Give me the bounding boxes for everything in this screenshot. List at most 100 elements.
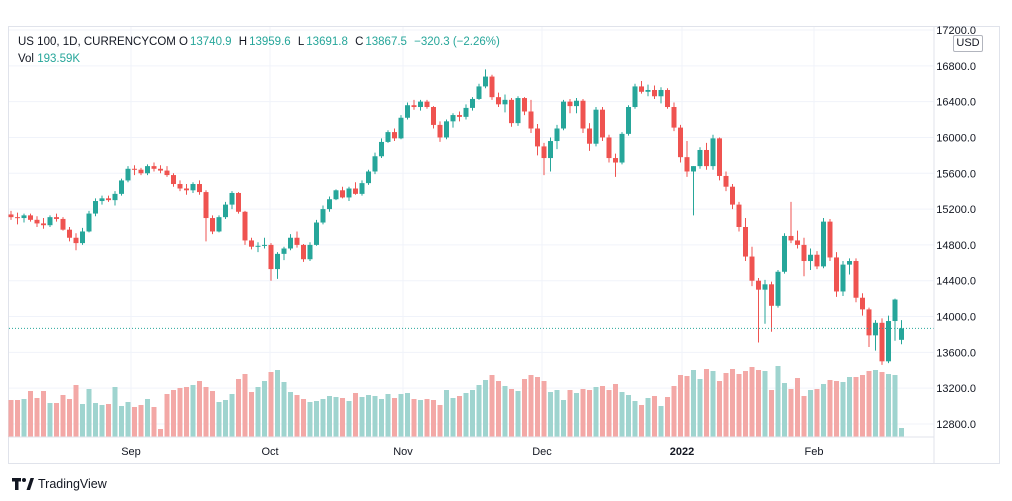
candle-body xyxy=(502,99,508,105)
tradingview-logo[interactable]: TradingView xyxy=(12,476,107,492)
volume-bar xyxy=(489,375,495,437)
candle xyxy=(93,198,98,217)
candle xyxy=(184,184,189,195)
y-tick-label: 15200.0 xyxy=(936,204,976,216)
candle xyxy=(613,153,618,177)
volume-bar xyxy=(619,392,625,437)
volume-bar xyxy=(652,396,657,437)
volume-bar xyxy=(756,370,761,437)
volume-bar xyxy=(632,401,638,437)
candle xyxy=(866,307,872,347)
volume-bar xyxy=(808,390,813,437)
candle-body xyxy=(834,257,839,292)
candle xyxy=(353,182,358,195)
volume-bar xyxy=(710,371,716,437)
volume-bar xyxy=(574,393,579,437)
candle-body xyxy=(294,237,300,245)
candle-body xyxy=(574,100,579,107)
volume-bar xyxy=(132,407,137,437)
volume-bar xyxy=(366,395,371,437)
volume-bars xyxy=(8,366,904,437)
volume-bar xyxy=(145,399,150,437)
volume-bar xyxy=(307,402,313,437)
candle-body xyxy=(340,190,345,198)
candle-body xyxy=(743,227,748,257)
candle xyxy=(197,180,202,195)
candle xyxy=(717,137,722,181)
x-tick-label: 2022 xyxy=(670,446,694,458)
ohlc-legend: US 100, 1D, CURRENCYCOM O 13740.9 H 13959.… xyxy=(18,36,500,48)
vol-label: Vol xyxy=(18,53,34,65)
candle-body xyxy=(710,138,716,167)
candle-body xyxy=(320,209,326,223)
candle xyxy=(379,138,384,159)
candle xyxy=(580,98,586,133)
volume-bar xyxy=(684,376,690,437)
candle xyxy=(288,234,293,251)
volume-bar xyxy=(639,405,644,437)
candle xyxy=(840,261,846,296)
candle-body xyxy=(658,89,664,97)
volume-bar xyxy=(892,375,898,437)
candle-body xyxy=(158,168,163,171)
candle xyxy=(431,106,436,129)
candle xyxy=(125,166,131,183)
volume-bar xyxy=(528,375,534,437)
candle-body xyxy=(840,264,846,292)
volume-bar xyxy=(749,367,755,437)
candle xyxy=(67,227,72,242)
candle-body xyxy=(717,138,722,176)
currency-button[interactable]: USD xyxy=(953,35,983,52)
candle-body xyxy=(587,128,592,144)
candle-body xyxy=(255,245,261,247)
volume-bar xyxy=(86,389,92,437)
candle xyxy=(548,137,553,172)
y-tick-label: 13200.0 xyxy=(936,383,976,395)
candle xyxy=(606,134,612,163)
volume-bar xyxy=(613,384,618,437)
volume-bar xyxy=(483,380,488,437)
candle xyxy=(138,167,144,176)
volume-bar xyxy=(125,402,131,437)
volume-bar xyxy=(151,407,157,437)
volume-bar xyxy=(67,399,72,437)
volume-bar xyxy=(418,400,423,437)
candle-body xyxy=(567,101,573,107)
candle xyxy=(535,124,540,156)
volume-bar xyxy=(834,381,839,437)
volume-bar xyxy=(899,428,904,437)
candle xyxy=(158,165,163,174)
volume-bar xyxy=(398,394,404,437)
candle-body xyxy=(281,248,287,254)
candle xyxy=(879,318,885,365)
candle xyxy=(437,121,443,142)
volume-bar xyxy=(327,396,332,437)
candle-body xyxy=(28,215,33,220)
candle-body xyxy=(457,115,462,117)
y-tick-label: 13600.0 xyxy=(936,347,976,359)
candle xyxy=(782,233,787,274)
volume-bar xyxy=(197,381,202,437)
candle xyxy=(54,213,59,222)
candle-body xyxy=(54,217,59,219)
candle xyxy=(795,230,800,249)
y-tick-label: 15600.0 xyxy=(936,168,976,180)
candle xyxy=(145,164,150,176)
candle xyxy=(697,147,703,169)
volume-bar xyxy=(827,380,833,437)
candle-body xyxy=(496,97,501,105)
candle-body xyxy=(652,89,657,97)
candle xyxy=(626,105,631,136)
volume-bar xyxy=(34,398,40,437)
candle-body xyxy=(268,244,274,270)
volume-bar xyxy=(860,375,865,437)
volume-bar xyxy=(717,381,722,437)
candle xyxy=(684,141,690,177)
candle-body xyxy=(366,171,371,184)
y-tick-label: 14400.0 xyxy=(936,276,976,288)
candle-body xyxy=(125,168,131,181)
volume-bar xyxy=(288,392,293,437)
candle-body xyxy=(450,115,456,122)
candle xyxy=(639,81,644,94)
price-chart[interactable]: 17200.0 16800.0 16400.0 16000.0 15600.0 15200… xyxy=(0,0,1012,470)
